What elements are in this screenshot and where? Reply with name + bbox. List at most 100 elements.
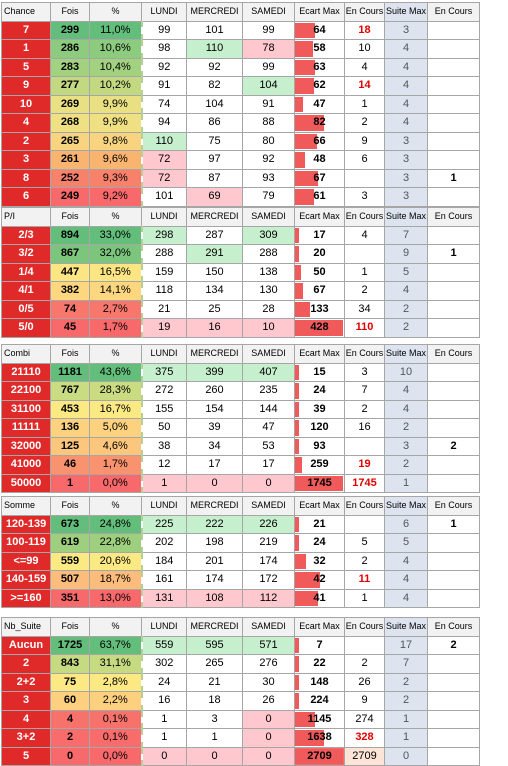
en-cours-suite-cell [427,39,480,59]
samedi-cell: 138 [242,262,295,282]
ecart-max-cell: 2709 [294,746,345,766]
column-header-en-cours2: En Cours [427,207,480,227]
ecart-max-cell: 133 [294,299,345,319]
lundi-cell: 202 [141,533,187,553]
row-key: 31100 [1,399,51,419]
stats-table-chance: Chance Fois% LUNDI MERCREDI SAMEDI Ecart Max E… [1,2,480,207]
percent-cell: 9,2% [89,187,143,207]
mercredi-cell: 198 [186,533,243,553]
row-key: 7 [1,20,51,40]
table-row: 7 299 11,0% 99 101 99 64 18 3 [1,20,480,40]
count-cell: 673 [50,514,90,534]
count-cell: 261 [50,150,90,170]
column-header-samedi: SAMEDI [242,2,295,22]
mercredi-cell: 154 [186,399,243,419]
row-key: 2 [1,131,51,151]
ecart-max-bar [295,516,299,532]
percent-cell: 10,2% [89,76,143,96]
en-cours-suite-cell: 1 [427,514,480,534]
suite-max-cell: 17 [384,635,428,655]
samedi-cell: 99 [242,20,295,40]
mercredi-cell: 222 [186,514,243,534]
en-cours-suite-cell [427,113,480,133]
samedi-cell: 0 [242,709,295,729]
table-row: 140-159 507 18,7% 161 174 172 42 11 4 [1,570,480,590]
percent-cell: 2,2% [89,691,143,711]
ecart-max-value: 67 [313,284,326,297]
lundi-cell: 19 [141,318,187,338]
ecart-max-value: 24 [313,536,326,549]
en-cours-cell: 3 [344,362,385,382]
row-key: 140-159 [1,570,51,590]
lundi-cell: 12 [141,455,187,475]
en-cours-suite-cell [427,709,480,729]
column-header-fois: Fois [50,496,90,516]
samedi-cell: 93 [242,168,295,188]
count-cell: 286 [50,39,90,59]
row-key: 21110 [1,362,51,382]
suite-max-cell: 5 [384,262,428,282]
ecart-max-value: 42 [313,573,326,586]
ecart-max-cell: 24 [294,381,345,401]
ecart-max-bar [295,475,343,491]
ecart-max-bar [295,401,299,417]
count-cell: 507 [50,570,90,590]
samedi-cell: 26 [242,691,295,711]
table-row: 21110 1181 43,6% 375 399 407 15 3 10 [1,362,480,382]
percent-cell: 2,7% [89,299,143,319]
suite-max-cell: 2 [384,691,428,711]
suite-max-cell: 4 [384,551,428,571]
en-cours-suite-cell [427,418,480,438]
column-header-mercredi: MERCREDI [186,496,243,516]
suite-max-cell: 7 [384,654,428,674]
column-header-en-cours2: En Cours [427,617,480,637]
suite-max-cell: 3 [384,131,428,151]
mercredi-cell: 260 [186,381,243,401]
suite-max-cell: 2 [384,418,428,438]
row-key: 4 [1,709,51,729]
row-key: 0/5 [1,299,51,319]
percent-cell: 9,6% [89,150,143,170]
ecart-max-bar [295,59,315,75]
column-header-en-cours: En Cours [344,617,385,637]
column-header-suite-max: Suite Max [384,344,428,364]
en-cours-suite-cell [427,76,480,96]
row-key: 3/2 [1,244,51,264]
samedi-cell: 92 [242,150,295,170]
ecart-max-cell: 22 [294,654,345,674]
percent-cell: 33,0% [89,225,143,245]
ecart-max-cell: 42 [294,570,345,590]
en-cours-cell: 14 [344,76,385,96]
column-header-pct: % [89,207,142,227]
ecart-max-value: 32 [313,554,326,567]
ecart-max-value: 7 [316,638,323,651]
suite-max-cell: 10 [384,362,428,382]
count-cell: 45 [50,318,90,338]
ecart-max-cell: 67 [294,281,345,301]
ecart-max-bar [295,438,299,454]
en-cours-cell: 1 [344,588,385,608]
en-cours-cell: 9 [344,691,385,711]
column-header-en-cours2: En Cours [427,344,480,364]
en-cours-cell: 9 [344,131,385,151]
column-header-lundi: LUNDI [141,2,187,22]
ecart-max-bar [295,264,301,280]
percent-cell: 0,1% [89,728,143,748]
mercredi-cell: 0 [186,746,243,766]
mercredi-cell: 1 [186,728,243,748]
row-key: 1 [1,39,51,59]
samedi-cell: 53 [242,436,295,456]
en-cours-cell: 5 [344,533,385,553]
samedi-cell: 88 [242,113,295,133]
ecart-max-value: 48 [313,153,326,166]
ecart-max-value: 133 [310,302,329,315]
percent-cell: 18,7% [89,570,143,590]
table-row: 2 843 31,1% 302 265 276 22 2 7 [1,654,480,674]
en-cours-suite-cell [427,473,480,493]
ecart-max-cell: 7 [294,635,345,655]
percent-cell: 22,8% [89,533,143,553]
mercredi-cell: 110 [186,39,243,59]
en-cours-cell [344,244,385,264]
ecart-max-value: 2709 [307,749,332,762]
mercredi-cell: 108 [186,588,243,608]
